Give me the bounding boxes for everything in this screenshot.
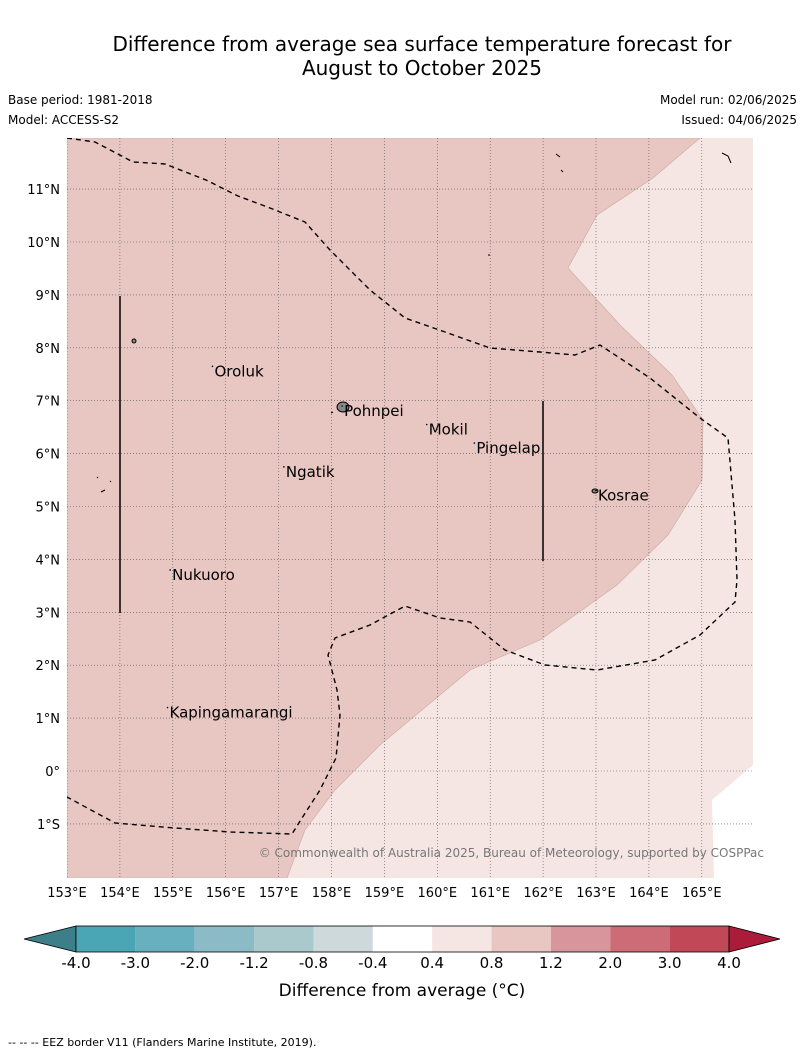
place-marker	[425, 423, 428, 426]
colorbar-segment	[669, 926, 729, 952]
colorbar-segment	[610, 926, 670, 952]
pohnpei-island	[336, 401, 350, 413]
place-marker	[169, 569, 171, 571]
lat-tick-label: 5°N	[36, 501, 61, 516]
lon-tick-label: 161°E	[470, 886, 510, 901]
colorbar-tick-label: -0.4	[358, 954, 387, 972]
place-marker	[211, 365, 214, 368]
lat-tick-label: 6°N	[36, 448, 61, 463]
lat-tick-label: 0°	[45, 765, 60, 780]
lat-tick-label: 7°N	[36, 395, 61, 410]
lon-tick-label: 158°E	[312, 886, 352, 901]
lon-tick-label: 159°E	[365, 886, 405, 901]
latitude-axis: 11°N 10°N 9°N 8°N 7°N 6°N 5°N 4°N 3°N 2°N 1°N 0° 1°S	[27, 183, 60, 833]
colorbar-extend-high	[728, 925, 781, 953]
map-title-line2: August to October 2025	[301, 56, 543, 80]
colorbar-segment	[313, 926, 373, 952]
lon-tick-label: 164°E	[629, 886, 669, 901]
colorbar-segment	[491, 926, 551, 952]
place-label: Pingelap	[476, 439, 540, 457]
colorbar-extend-low	[23, 925, 77, 953]
colorbar-tick-label: 3.0	[658, 954, 682, 972]
map-title-line1: Difference from average sea surface temp…	[112, 32, 732, 56]
map-title: Difference from average sea surface temp…	[0, 32, 804, 80]
lon-tick-label: 160°E	[418, 886, 458, 901]
colorbar-segment	[372, 926, 433, 952]
place-label: Nukuoro	[172, 566, 235, 584]
colorbar-tick-label: -2.0	[180, 954, 209, 972]
longitude-axis: 153°E 154°E 155°E 156°E 157°E 158°E 159°E 160°E…	[47, 886, 721, 901]
lon-tick-label: 155°E	[153, 886, 193, 901]
footnote-eez: -- -- -- EEZ border V11 (Flanders Marine…	[8, 1036, 317, 1049]
place-label: Kosrae	[598, 487, 649, 505]
place-labels: Oroluk Pohnpei Mokil Pingelap Ngatik Kosrae Nu…	[166, 362, 649, 722]
colorbar-title: Difference from average (°C)	[278, 981, 526, 1001]
place-marker	[473, 442, 476, 444]
place-marker	[341, 405, 343, 407]
colorbar-segment	[432, 926, 492, 952]
colorbar-tick-label: 0.4	[420, 954, 444, 972]
colorbar-tick-label: 4.0	[717, 954, 741, 972]
colorbar-tick-label: -4.0	[61, 954, 90, 972]
white-patch	[712, 765, 753, 878]
model-run: Model run: 02/06/2025	[659, 93, 797, 107]
place-label: Mokil	[429, 421, 468, 439]
colorbar-tick-label: -3.0	[121, 954, 150, 972]
lat-tick-label: 9°N	[36, 289, 61, 304]
model-name: Model: ACCESS-S2	[8, 113, 120, 127]
colorbar-tick-label: -1.2	[239, 954, 268, 972]
colorbar-tick-label: 1.2	[539, 954, 563, 972]
lon-tick-label: 162°E	[523, 886, 563, 901]
lat-tick-label: 8°N	[36, 342, 61, 357]
colorbar: -4.0 -3.0 -2.0 -1.2 -0.8 -0.4 0.4 0.8 1.2 2.0 3.0 4…	[23, 925, 781, 972]
lon-tick-label: 156°E	[206, 886, 246, 901]
colorbar-tick-label: -0.8	[299, 954, 328, 972]
place-marker	[166, 706, 169, 709]
lat-tick-label: 4°N	[36, 553, 61, 568]
colorbar-segment	[194, 926, 255, 952]
lat-tick-label: 10°N	[27, 236, 60, 251]
lat-tick-label: 3°N	[36, 606, 61, 621]
place-marker	[595, 489, 597, 492]
lat-tick-label: 1°N	[36, 712, 61, 727]
eez-border	[67, 138, 738, 835]
place-label: Kapingamarangi	[170, 704, 293, 722]
colorbar-tick-label: 0.8	[480, 954, 504, 972]
islands	[96, 152, 732, 494]
islet	[131, 338, 137, 344]
lon-tick-label: 153°E	[47, 886, 87, 901]
base-period: Base period: 1981-2018	[8, 93, 153, 107]
copyright-text: © Commonwealth of Australia 2025, Bureau…	[259, 846, 764, 860]
colorbar-segment	[254, 926, 314, 952]
lon-tick-label: 157°E	[259, 886, 299, 901]
lat-tick-label: 11°N	[27, 183, 60, 198]
place-marker	[283, 466, 285, 468]
islet	[96, 152, 732, 493]
lon-tick-label: 165°E	[682, 886, 722, 901]
colorbar-segment	[135, 926, 195, 952]
lon-tick-label: 163°E	[576, 886, 616, 901]
colorbar-tick-label: 2.0	[598, 954, 622, 972]
colorbar-segment	[550, 926, 611, 952]
kosrae-island	[591, 488, 599, 494]
place-label: Oroluk	[214, 362, 263, 380]
issued-date: Issued: 04/06/2025	[681, 113, 797, 127]
colorbar-segment	[76, 926, 136, 952]
place-label: Ngatik	[286, 463, 335, 481]
lat-tick-label: 1°S	[37, 818, 60, 833]
lon-tick-label: 154°E	[100, 886, 140, 901]
lat-tick-label: 2°N	[36, 659, 61, 674]
place-label: Pohnpei	[344, 402, 404, 420]
